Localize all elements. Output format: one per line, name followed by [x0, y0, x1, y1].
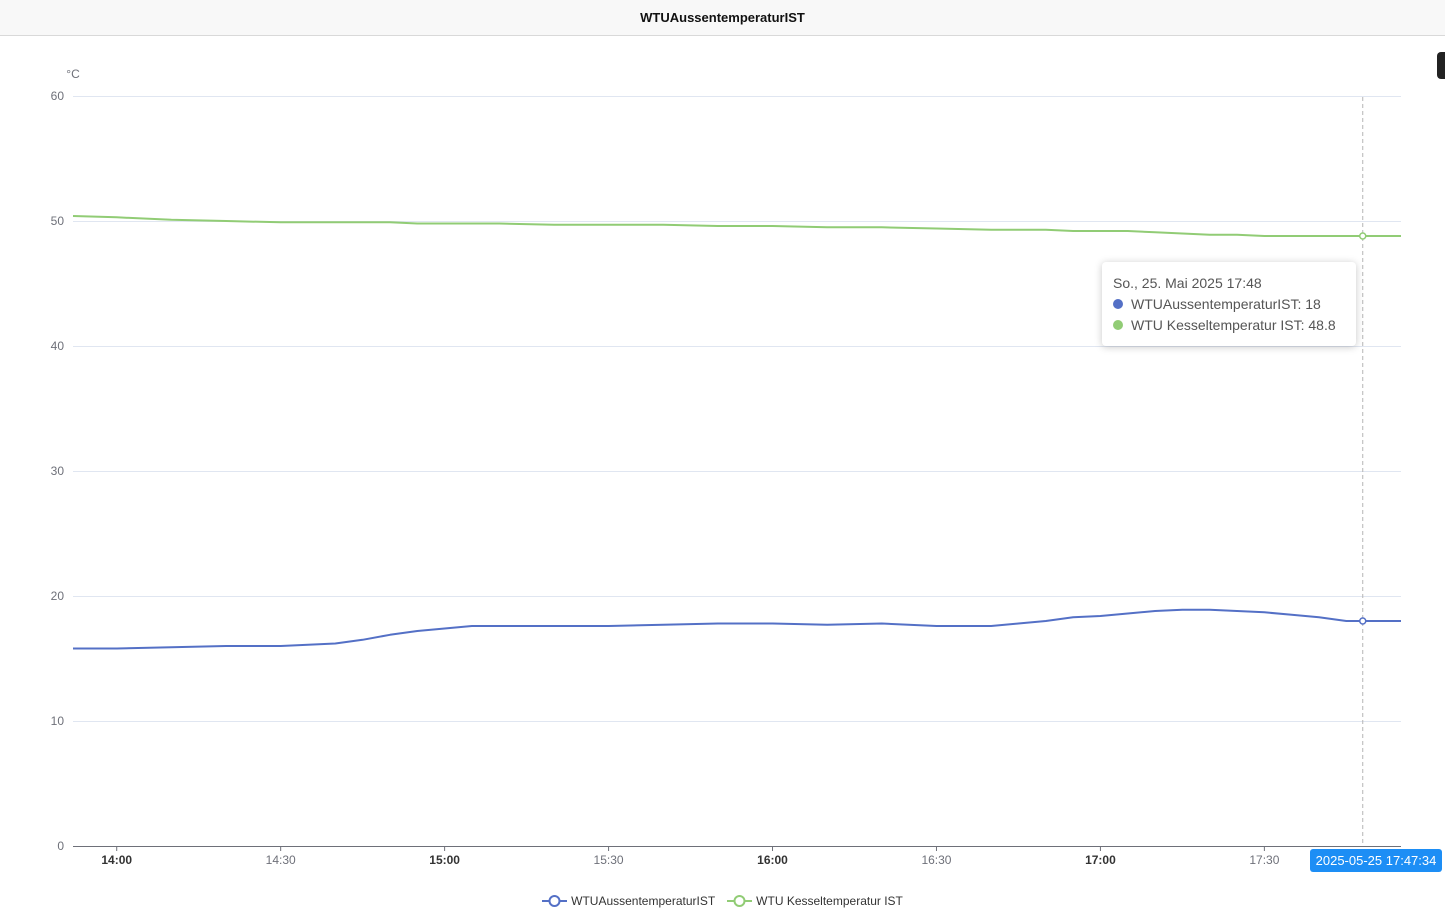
x-tick-label: 15:00 [429, 853, 460, 867]
tooltip-series-dot [1113, 320, 1123, 330]
x-tick-label: 16:30 [921, 853, 951, 867]
axis-pointer-label: 2025-05-25 17:47:34 [1310, 849, 1442, 872]
tooltip-row-text: WTUAussentemperaturIST: 18 [1131, 296, 1321, 312]
tooltip: So., 25. Mai 2025 17:48 WTUAussentempera… [1102, 262, 1356, 346]
tooltip-row: WTU Kesseltemperatur IST: 48.8 [1113, 316, 1345, 334]
legend-line-circle-icon [727, 895, 753, 907]
legend-item-kesseltemperatur[interactable]: WTU Kesseltemperatur IST [727, 894, 903, 908]
y-tick-label: 30 [51, 464, 65, 478]
x-axis-ticks: 14:00 14:30 15:00 15:30 16:00 16:30 17:00 17:30 [101, 846, 1280, 867]
y-tick-label: 0 [57, 839, 64, 853]
tooltip-title: So., 25. Mai 2025 17:48 [1113, 275, 1262, 291]
y-tick-label: 50 [51, 214, 65, 228]
x-tick-label: 16:00 [757, 853, 788, 867]
x-tick-label: 14:00 [101, 853, 132, 867]
side-panel-toggle[interactable] [1437, 52, 1445, 79]
tooltip-row-text: WTU Kesseltemperatur IST: 48.8 [1131, 317, 1336, 333]
series-line [72, 215, 1401, 237]
legend-item-aussentemperatur[interactable]: WTUAussentemperaturIST [542, 894, 715, 908]
x-tick-label: 15:30 [594, 853, 624, 867]
highlight-point [1358, 232, 1367, 240]
x-tick-label: 14:30 [266, 853, 296, 867]
y-axis-ticks: 0 10 20 30 40 50 60 [51, 89, 65, 853]
series-line [73, 608, 1401, 650]
legend-label: WTU Kesseltemperatur IST [756, 894, 903, 908]
legend-label: WTUAussentemperaturIST [571, 894, 716, 908]
x-tick-label: 17:00 [1085, 853, 1116, 867]
legend-line-circle-icon [542, 895, 568, 907]
tooltip-series-dot [1113, 299, 1123, 309]
tooltip-row: WTUAussentemperaturIST: 18 [1113, 295, 1345, 313]
grid-lines [73, 96, 1401, 722]
legend: WTUAussentemperaturIST WTU Kesseltempera… [0, 891, 1445, 911]
window-title: WTUAussentemperaturIST [640, 10, 805, 25]
window-header: WTUAussentemperaturIST [0, 0, 1445, 36]
y-tick-label: 10 [51, 714, 65, 728]
series-layer [72, 215, 1401, 650]
y-tick-label: 40 [51, 339, 65, 353]
y-tick-label: 20 [51, 589, 65, 603]
y-tick-label: 60 [51, 89, 65, 103]
y-axis-unit: °C [66, 67, 80, 81]
x-tick-label: 17:30 [1249, 853, 1279, 867]
highlight-point [1358, 617, 1367, 625]
